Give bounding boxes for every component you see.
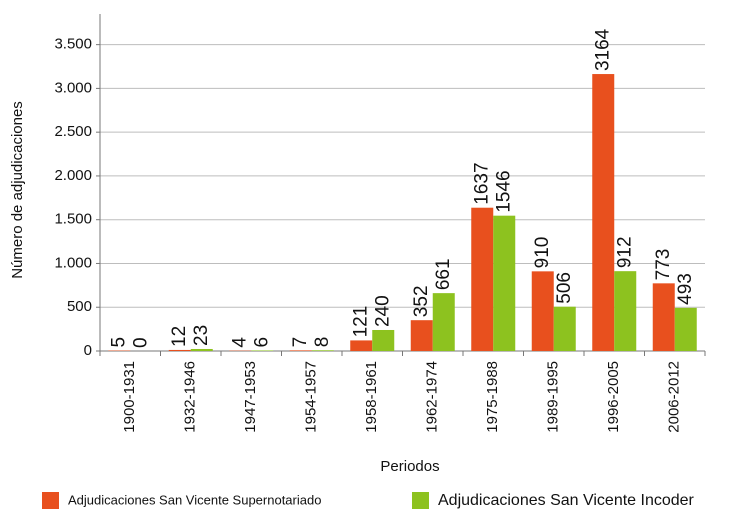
y-tick-label: 1.500 [54,211,92,228]
bar [553,306,576,351]
value-label: 7 [290,337,311,348]
bar [531,271,554,351]
x-tick-label: 1975-1988 [484,361,501,433]
value-label: 493 [675,273,696,305]
y-tick-label: 3.500 [54,36,92,53]
value-label: 352 [411,285,432,317]
bar [674,307,697,351]
value-label: 5 [108,337,129,348]
y-tick-label: 1.000 [54,254,92,271]
value-label: 6 [251,337,272,348]
value-label: 23 [191,325,212,346]
value-label: 121 [350,306,371,338]
value-label: 773 [653,249,674,281]
x-tick-label: 1954-1957 [303,361,320,433]
legend-swatch [42,492,59,509]
bar [251,350,274,351]
bar [311,350,334,351]
bar [592,74,615,351]
legend-label: Adjudicaciones San Vicente Incoder [438,492,695,509]
x-tick-label: 1958-1961 [363,361,380,433]
bar [432,293,455,351]
bar [614,271,637,351]
bar [652,283,675,351]
y-tick-label: 0 [84,342,92,359]
x-tick-label: 1996-2005 [605,361,622,433]
y-tick-label: 500 [67,298,92,315]
value-label: 12 [169,326,190,347]
value-label: 912 [614,236,635,268]
bar [168,349,191,351]
x-tick-label: 1962-1974 [424,361,441,433]
bar [471,207,494,351]
value-label: 1637 [471,162,492,204]
bar [190,348,213,351]
value-label: 3164 [592,28,613,71]
value-label: 506 [554,272,575,304]
x-tick-label: 1932-1946 [182,361,199,433]
value-label: 8 [312,337,333,348]
value-label: 0 [130,337,151,348]
y-tick-label: 3.000 [54,79,92,96]
value-label: 4 [229,337,250,348]
x-tick-label: 2006-2012 [666,361,683,433]
bar [372,329,395,351]
y-tick-label: 2.500 [54,123,92,140]
x-tick-label: 1989-1995 [545,361,562,433]
legend-label: Adjudicaciones San Vicente Supernotariad… [68,492,321,507]
x-tick-label: 1900-1931 [121,361,138,433]
value-label: 910 [532,237,553,269]
y-tick-label: 2.000 [54,167,92,184]
y-axis-title: Número de adjudicaciones [9,101,26,279]
bar [350,340,373,351]
value-label: 240 [372,295,393,327]
bar [410,320,433,351]
value-label: 1546 [493,170,514,212]
bar [289,350,312,351]
bar [493,215,516,351]
value-label: 661 [433,258,454,290]
x-tick-label: 1947-1953 [242,361,259,433]
x-axis-title: Periodos [380,458,439,475]
legend-swatch [412,492,429,509]
